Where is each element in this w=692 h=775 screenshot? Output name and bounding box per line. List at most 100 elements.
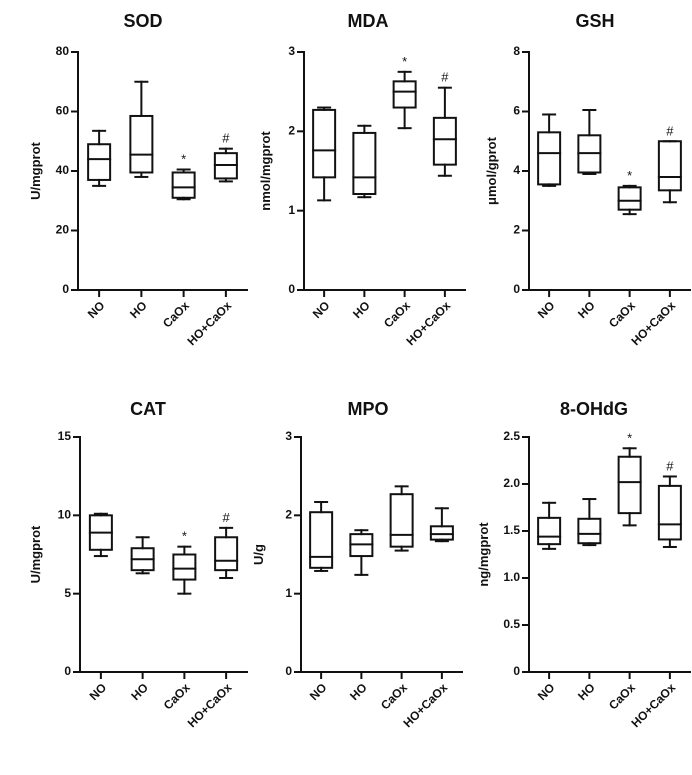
y-tick-label: 60 xyxy=(56,104,70,118)
x-tick-label: HO+CaOx xyxy=(184,298,234,348)
y-axis-label: U/mgprot xyxy=(28,525,43,583)
iqr-box xyxy=(309,511,334,569)
x-tick-label: HO xyxy=(350,298,373,321)
box-caox: * xyxy=(617,430,642,527)
x-tick-label: NO xyxy=(535,298,558,321)
x-tick-label: NO xyxy=(85,298,108,321)
x-tick-label: HO xyxy=(347,680,370,703)
x-tick-label: HO xyxy=(575,680,598,703)
y-tick-label: 2 xyxy=(513,223,520,237)
y-tick-label: 2 xyxy=(285,508,292,522)
y-tick-label: 5 xyxy=(64,586,71,600)
box-ho xyxy=(130,536,155,575)
y-tick-label: 0 xyxy=(513,664,520,678)
y-axis-label: ng/mgprot xyxy=(476,522,491,587)
significance-marker: # xyxy=(666,123,674,138)
box-no xyxy=(87,129,112,187)
box-ho xyxy=(577,109,602,175)
iqr-box xyxy=(432,116,457,166)
x-tick-label: HO+CaOx xyxy=(403,298,453,348)
y-tick-label: 20 xyxy=(56,223,70,237)
y-tick-label: 4 xyxy=(513,163,520,177)
iqr-box xyxy=(657,484,682,541)
chart-title: MPO xyxy=(347,399,388,419)
y-tick-label: 2.5 xyxy=(503,429,520,443)
box-no xyxy=(537,501,562,550)
box-caox: * xyxy=(172,529,197,595)
y-tick-label: 0.5 xyxy=(503,617,520,631)
y-tick-label: 3 xyxy=(285,429,292,443)
y-tick-label: 0 xyxy=(288,282,295,296)
y-tick-label: 8 xyxy=(513,44,520,58)
significance-marker: # xyxy=(222,131,230,146)
chart-title: CAT xyxy=(130,399,166,419)
x-tick-label: HO xyxy=(127,298,150,321)
iqr-box xyxy=(389,493,414,548)
iqr-box xyxy=(617,186,642,211)
chart-panel-sod: SOD U/mgprot 0 20 40 60 80 NO HO CaOx * HO+CaOx # xyxy=(28,11,248,348)
x-tick-label: CaOx xyxy=(160,298,192,330)
significance-marker: * xyxy=(402,54,407,69)
chart-panel-gsh: GSH μmol/gprot 0 2 4 6 8 NO HO CaOx * HO+CaOx # xyxy=(484,11,691,348)
iqr-box xyxy=(617,455,642,515)
y-tick-label: 40 xyxy=(56,163,70,177)
significance-marker: # xyxy=(223,510,231,525)
x-tick-label: HO+CaOx xyxy=(628,298,678,348)
box-ho-caox: # xyxy=(214,510,239,579)
iqr-box xyxy=(214,536,239,572)
significance-marker: * xyxy=(182,529,187,544)
iqr-box xyxy=(537,131,562,186)
iqr-box xyxy=(657,140,682,192)
x-tick-label: NO xyxy=(87,680,110,703)
x-tick-label: CaOx xyxy=(161,680,193,712)
x-tick-label: NO xyxy=(535,680,558,703)
box-ho xyxy=(352,124,377,199)
box-ho-caox: # xyxy=(432,70,457,177)
box-no xyxy=(537,113,562,187)
y-tick-label: 10 xyxy=(58,508,72,522)
y-tick-label: 15 xyxy=(58,429,72,443)
box-ho-caox: # xyxy=(657,458,682,548)
x-tick-label: NO xyxy=(307,680,330,703)
y-tick-label: 80 xyxy=(56,44,70,58)
box-ho xyxy=(129,80,154,178)
x-tick-label: CaOx xyxy=(606,680,638,712)
x-tick-label: NO xyxy=(310,298,333,321)
y-tick-label: 6 xyxy=(513,104,520,118)
box-caox: * xyxy=(617,168,642,216)
chart-panel-8-ohdg: 8-OHdG ng/mgprot 0 0.5 1.0 1.5 2.0 2.5 NO HO CaOx *… xyxy=(476,399,691,730)
significance-marker: # xyxy=(666,458,674,473)
y-tick-label: 1 xyxy=(285,586,292,600)
box-ho xyxy=(577,498,602,547)
significance-marker: * xyxy=(627,430,632,445)
y-tick-label: 0 xyxy=(62,282,69,296)
box-no xyxy=(312,106,337,202)
iqr-box xyxy=(172,553,197,581)
y-axis-label: U/mgprot xyxy=(28,141,43,199)
x-tick-label: HO+CaOx xyxy=(628,680,678,730)
x-tick-label: CaOx xyxy=(381,298,413,330)
box-caox: * xyxy=(171,152,196,201)
x-tick-label: HO+CaOx xyxy=(400,680,450,730)
iqr-box xyxy=(312,108,337,179)
y-tick-label: 1.0 xyxy=(503,570,520,584)
iqr-box xyxy=(129,114,154,174)
y-axis-label: U/g xyxy=(251,544,266,565)
box-ho-caox: # xyxy=(657,123,682,204)
box-no xyxy=(88,512,113,558)
x-tick-label: HO+CaOx xyxy=(185,680,235,730)
iqr-box xyxy=(392,80,417,109)
y-tick-label: 0 xyxy=(513,282,520,296)
chart-title: 8-OHdG xyxy=(560,399,628,419)
x-tick-label: HO xyxy=(575,298,598,321)
iqr-box xyxy=(577,517,602,545)
y-tick-label: 0 xyxy=(64,664,71,678)
box-ho-caox xyxy=(429,507,454,543)
iqr-box xyxy=(429,525,454,541)
y-axis-label: nmol/mgprot xyxy=(258,131,273,211)
y-tick-label: 0 xyxy=(285,664,292,678)
y-tick-label: 2.0 xyxy=(503,476,520,490)
y-axis-label: μmol/gprot xyxy=(484,136,499,205)
